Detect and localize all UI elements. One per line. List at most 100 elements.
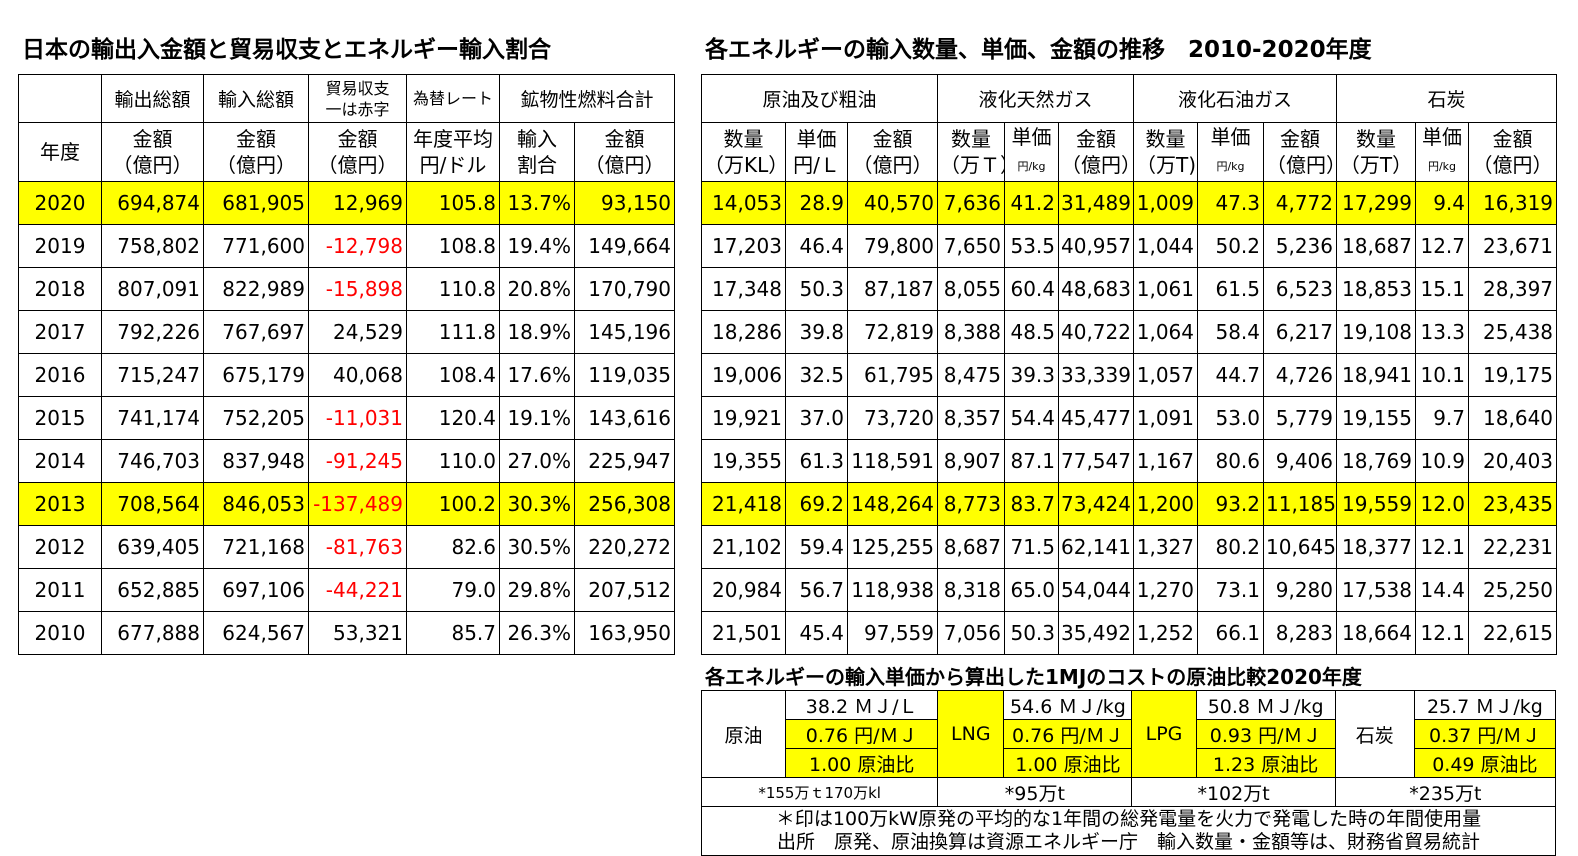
energy-cq-cell: 18,853	[1336, 267, 1416, 311]
cost-lng-ratio: 1.00 原油比	[1003, 748, 1133, 778]
energy-pq-cell: 1,270	[1133, 568, 1198, 612]
energy-la-cell: 40,957	[1058, 224, 1134, 268]
cost-lng-mj: 54.6 ＭＪ/kg	[1003, 690, 1133, 720]
trade-exp-cell: 715,247	[101, 353, 204, 397]
trade-fuel-cell: 143,616	[573, 396, 676, 440]
trade-row: 2018 807,091 822,989 -15,898 110.8 20.8% 170,7…	[18, 267, 676, 311]
header-share-unit: 輸入 割合	[499, 122, 575, 182]
energy-op-cell: 28.9	[785, 181, 848, 225]
energy-oa-cell: 79,800	[847, 224, 938, 268]
year-cell: 2013	[18, 482, 102, 526]
energy-pp-cell: 80.6	[1197, 439, 1264, 483]
energy-lp-cell: 71.5	[1004, 525, 1059, 569]
trade-rate-cell: 110.8	[406, 267, 500, 311]
h-pq: 数量 （万T)	[1133, 122, 1198, 182]
year-cell: 2019	[18, 224, 102, 268]
cost-coal-yen: 0.37 円/ＭＪ	[1413, 719, 1557, 749]
cost-crude-ratio: 1.00 原油比	[785, 748, 939, 778]
energy-la-cell: 73,424	[1058, 482, 1134, 526]
group-crude: 原油及び粗油	[701, 74, 938, 123]
year-cell: 2017	[18, 310, 102, 354]
year-cell: 2015	[18, 396, 102, 440]
cost-crude-label: 原油	[700, 690, 787, 778]
trade-fuel-cell: 149,664	[573, 224, 676, 268]
energy-oa-cell: 87,187	[847, 267, 938, 311]
header-rate-unit: 年度平均 円/ドル	[406, 122, 500, 182]
energy-pq-cell: 1,064	[1133, 310, 1198, 354]
energy-pa-cell: 11,185	[1263, 482, 1337, 526]
energy-ca-cell: 18,640	[1467, 396, 1558, 440]
energy-lq-cell: 8,475	[937, 353, 1005, 397]
energy-ca-cell: 16,319	[1467, 181, 1558, 225]
energy-pa-cell: 6,523	[1263, 267, 1337, 311]
year-cell: 2010	[18, 611, 102, 655]
energy-oq-cell: 21,501	[701, 611, 786, 655]
energy-oq-cell: 14,053	[701, 181, 786, 225]
energy-header-row-1: 原油及び粗油 液化天然ガス 液化石油ガス 石炭	[701, 74, 1558, 123]
trade-fuel-cell: 170,790	[573, 267, 676, 311]
energy-la-cell: 33,339	[1058, 353, 1134, 397]
trade-exp-cell: 741,174	[101, 396, 204, 440]
energy-pa-cell: 5,779	[1263, 396, 1337, 440]
energy-oa-cell: 73,720	[847, 396, 938, 440]
trade-rate-cell: 79.0	[406, 568, 500, 612]
energy-cq-cell: 17,538	[1336, 568, 1416, 612]
cost-coal-label: 石炭	[1334, 690, 1415, 778]
trade-row: 2013 708,564 846,053 -137,489 100.2 30.3% 256,…	[18, 482, 676, 526]
h-oq: 数量 （万KL）	[701, 122, 786, 182]
year-cell: 2014	[18, 439, 102, 483]
h-cq: 数量 （万T）	[1336, 122, 1416, 182]
group-coal: 石炭	[1335, 74, 1558, 123]
trade-fuel-cell: 220,272	[573, 525, 676, 569]
trade-share-cell: 17.6%	[499, 353, 575, 397]
trade-fuel-cell: 119,035	[573, 353, 676, 397]
energy-op-cell: 59.4	[785, 525, 848, 569]
energy-pa-cell: 6,217	[1263, 310, 1337, 354]
h-lp: 単価 円/kg	[1004, 122, 1059, 182]
energy-lq-cell: 8,907	[937, 439, 1005, 483]
h-pa: 金額（億円）	[1263, 122, 1337, 182]
energy-lq-cell: 7,636	[937, 181, 1005, 225]
energy-pq-cell: 1,057	[1133, 353, 1198, 397]
energy-row: 19,921 37.0 73,720 8,357 54.4 45,477 1,091 53.0…	[701, 396, 1558, 440]
trade-bal-cell: -12,798	[308, 224, 407, 268]
cost-row-yen: 0.76 円/ＭＪ 0.76 円/ＭＪ 0.93 円/ＭＪ 0.37 円/ＭＪ	[702, 719, 1557, 749]
energy-lp-cell: 54.4	[1004, 396, 1059, 440]
energy-pp-cell: 80.2	[1197, 525, 1264, 569]
cost-coal-mj: 25.7 ＭＪ/kg	[1413, 690, 1557, 720]
h-op: 単価 円/Ｌ	[785, 122, 848, 182]
energy-op-cell: 46.4	[785, 224, 848, 268]
trade-exp-cell: 708,564	[101, 482, 204, 526]
energy-cq-cell: 18,687	[1336, 224, 1416, 268]
energy-row: 21,418 69.2 148,264 8,773 83.7 73,424 1,200 93.…	[701, 482, 1558, 526]
energy-oq-cell: 20,984	[701, 568, 786, 612]
energy-cq-cell: 18,769	[1336, 439, 1416, 483]
energy-oa-cell: 118,938	[847, 568, 938, 612]
trade-fuel-cell: 145,196	[573, 310, 676, 354]
energy-op-cell: 45.4	[785, 611, 848, 655]
trade-bal-cell: -81,763	[308, 525, 407, 569]
energy-pp-cell: 47.3	[1197, 181, 1264, 225]
energy-oq-cell: 17,348	[701, 267, 786, 311]
cost-footnote-row: ＊印は100万kW原発の平均的な1年間の総発電量を火力で発電した時の年間使用量出…	[701, 806, 1556, 856]
energy-row: 19,355 61.3 118,591 8,907 87.1 77,547 1,167 80.…	[701, 439, 1558, 483]
energy-pp-cell: 93.2	[1197, 482, 1264, 526]
trade-row: 2010 677,888 624,567 53,321 85.7 26.3% 163,950	[18, 611, 676, 655]
energy-pp-cell: 58.4	[1197, 310, 1264, 354]
energy-lq-cell: 8,388	[937, 310, 1005, 354]
h-pp: 単価 円/kg	[1197, 122, 1264, 182]
header-balance: 貿易収支 一は赤字	[308, 74, 407, 123]
energy-cp-cell: 10.9	[1415, 439, 1469, 483]
energy-cq-cell: 19,559	[1336, 482, 1416, 526]
energy-la-cell: 54,044	[1058, 568, 1134, 612]
energy-row: 17,203 46.4 79,800 7,650 53.5 40,957 1,044 50.2…	[701, 224, 1558, 268]
energy-lq-cell: 7,056	[937, 611, 1005, 655]
header-bal-unit: 金額 （億円）	[308, 122, 407, 182]
energy-row: 19,006 32.5 61,795 8,475 39.3 33,339 1,057 44.7…	[701, 353, 1558, 397]
cost-lpg-yen: 0.93 円/ＭＪ	[1195, 719, 1336, 749]
trade-rate-cell: 108.8	[406, 224, 500, 268]
energy-lp-cell: 39.3	[1004, 353, 1059, 397]
trade-rate-cell: 85.7	[406, 611, 500, 655]
cost-row-mj: 原油 38.2 ＭＪ/Ｌ LNG 54.6 ＭＪ/kg LPG 50.8 ＭＪ/…	[700, 690, 1557, 778]
header-fuel-unit: 金額 （億円）	[573, 122, 676, 182]
